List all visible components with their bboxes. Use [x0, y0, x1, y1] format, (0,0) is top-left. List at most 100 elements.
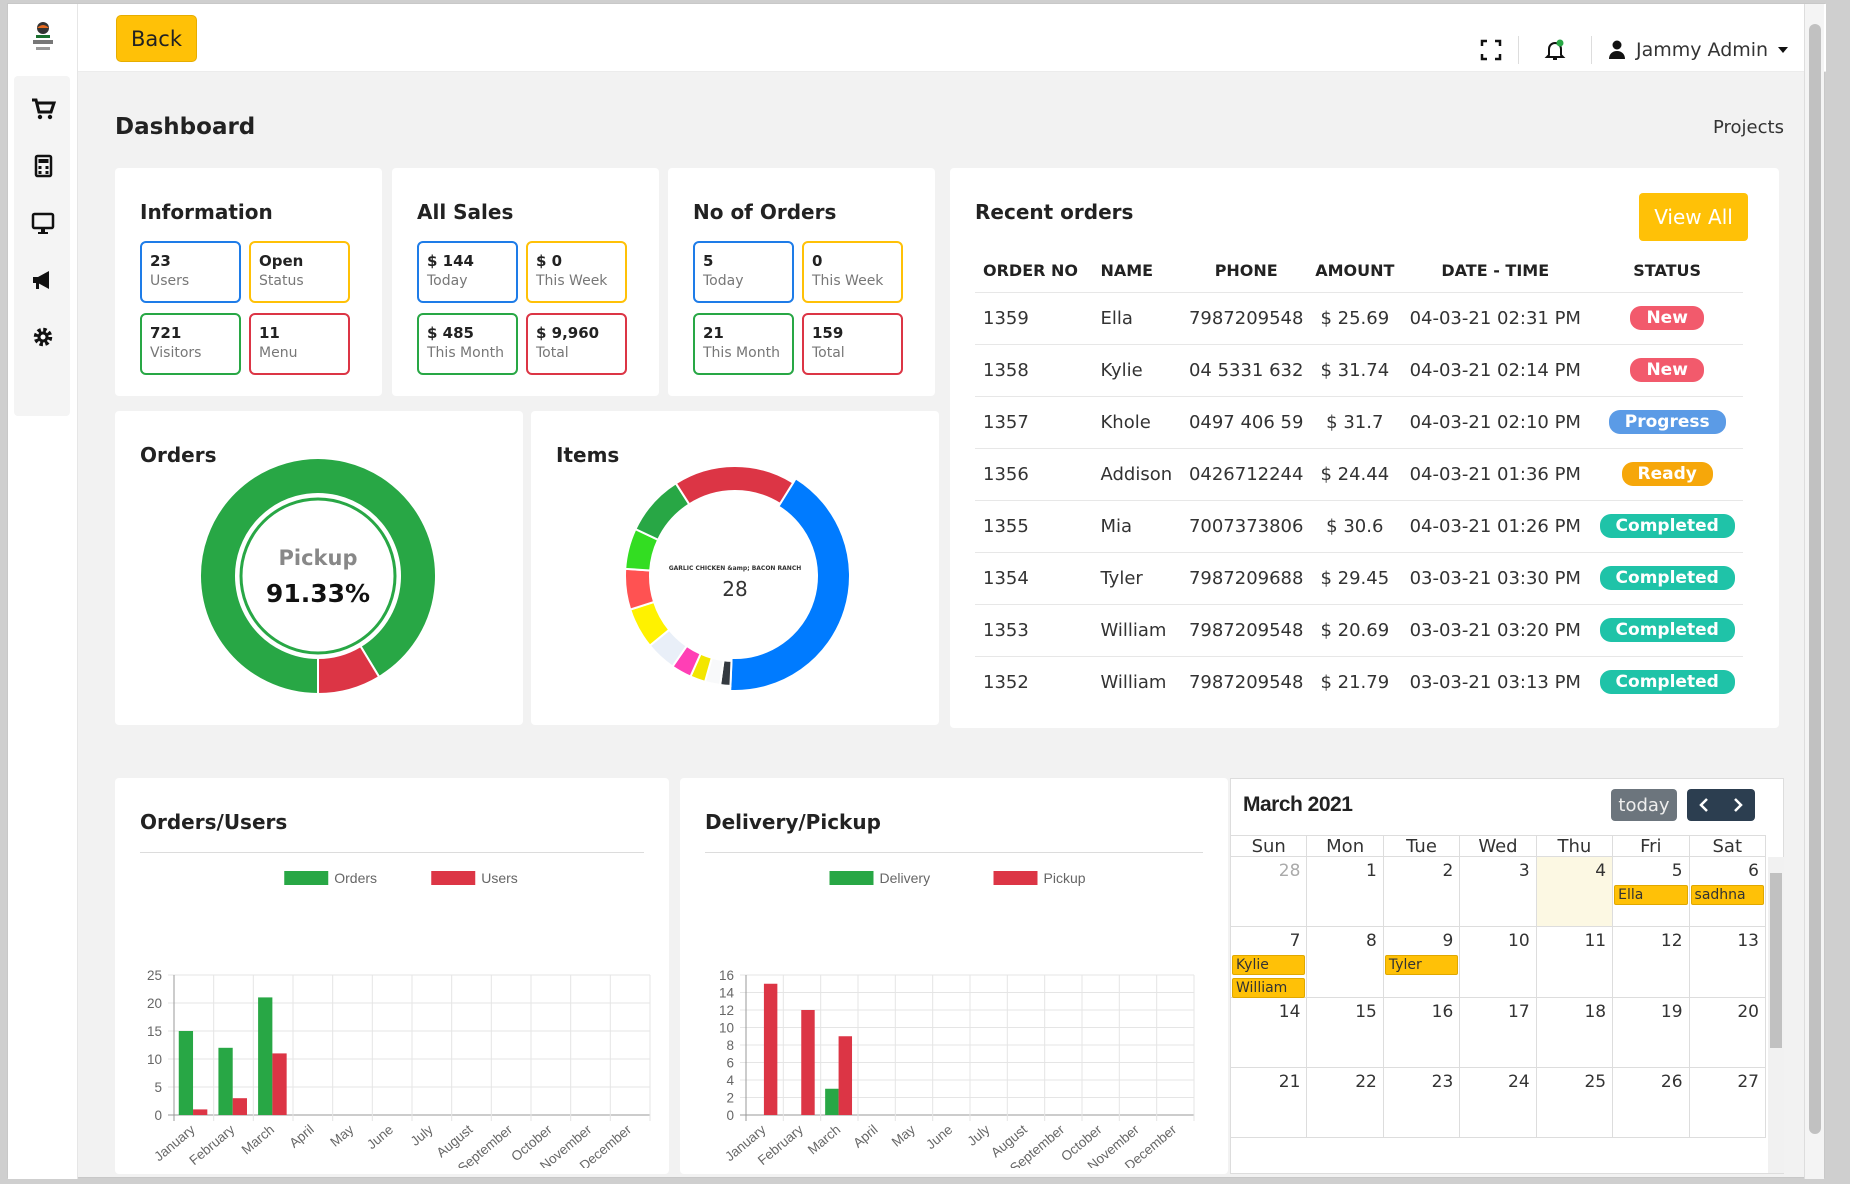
- bar-pickup[interactable]: [838, 1036, 853, 1115]
- page-scrollbar[interactable]: [1804, 4, 1824, 1179]
- table-row[interactable]: 1354 Tyler 7987209688 $ 29.45 03-03-21 03:30…: [975, 551, 1743, 604]
- cell-datetime: 03-03-21 03:30 PM: [1399, 551, 1592, 604]
- chevron-left-icon: [1699, 798, 1708, 812]
- calculator-icon[interactable]: [28, 151, 58, 181]
- table-row[interactable]: 1356 Addison 0426712244 $ 24.44 04-03-21 01:…: [975, 447, 1743, 500]
- calendar-day[interactable]: 18: [1537, 998, 1614, 1067]
- calendar-day[interactable]: 13: [1690, 927, 1766, 997]
- table-row[interactable]: 1355 Mia 7007373806 $ 30.6 04-03-21 01:26 PM…: [975, 499, 1743, 552]
- legend-swatch[interactable]: [829, 871, 874, 885]
- weekday-label: Tue: [1384, 836, 1461, 857]
- table-row[interactable]: 1353 William 7987209548 $ 20.69 03-03-21 03:…: [975, 603, 1743, 656]
- table-row[interactable]: 1359 Ella 7987209548 $ 25.69 04-03-21 02:31 …: [975, 291, 1743, 344]
- donut-slice-pickup[interactable]: [199, 457, 437, 696]
- table-row[interactable]: 1352 William 7987209548 $ 21.79 03-03-21 03:…: [975, 655, 1743, 708]
- calendar-event[interactable]: William: [1232, 978, 1306, 998]
- fullscreen-icon[interactable]: [1479, 38, 1503, 62]
- calendar-day[interactable]: 20: [1690, 998, 1766, 1067]
- status-stat: Open Status: [249, 241, 350, 303]
- calendar-day[interactable]: 7 Kylie William: [1231, 927, 1308, 998]
- legend-swatch[interactable]: [284, 871, 329, 885]
- legend-swatch[interactable]: [431, 871, 476, 885]
- megaphone-icon[interactable]: [28, 265, 58, 295]
- day-number: 22: [1355, 1072, 1377, 1092]
- calendar-day[interactable]: 17: [1460, 998, 1537, 1067]
- legend-swatch[interactable]: [993, 871, 1038, 885]
- bar-users[interactable]: [193, 1109, 208, 1115]
- view-all-button[interactable]: View All: [1639, 193, 1748, 241]
- calendar-day[interactable]: 2: [1384, 857, 1461, 926]
- donut-slice-item[interactable]: [729, 477, 850, 691]
- bar-users[interactable]: [272, 1053, 287, 1115]
- orders-donut-card: Orders Pickup 91.33%: [115, 411, 523, 725]
- calendar-day[interactable]: 6 sadhna: [1690, 857, 1766, 926]
- calendar-day[interactable]: 12: [1613, 927, 1690, 997]
- day-number: 8: [1366, 931, 1377, 951]
- table-row[interactable]: 1357 Khole 0497 406 59 $ 31.7 04-03-21 02:10…: [975, 395, 1743, 448]
- sidebar-menu: [14, 76, 70, 416]
- bar-orders[interactable]: [218, 1047, 233, 1115]
- cell-amount: $ 21.79: [1310, 655, 1400, 708]
- gear-icon[interactable]: [28, 322, 58, 352]
- calendar-day[interactable]: 15: [1307, 998, 1384, 1067]
- back-button[interactable]: Back: [116, 15, 197, 62]
- calendar-day[interactable]: 27: [1690, 1068, 1766, 1137]
- legend-label[interactable]: Orders: [334, 870, 377, 886]
- bar-users[interactable]: [232, 1098, 247, 1115]
- bar-orders[interactable]: [258, 997, 273, 1115]
- calendar-day[interactable]: 1: [1307, 857, 1384, 926]
- calendar-day[interactable]: 16: [1384, 998, 1461, 1067]
- bar-delivery[interactable]: [825, 1088, 839, 1115]
- calendar: March 2021 today Sun Mon Tue Wed Thu Fri Sat 2…: [1230, 778, 1784, 1174]
- cell-name: Kylie: [1090, 343, 1183, 396]
- brand-logo[interactable]: [28, 20, 58, 56]
- donut-slice-delivery[interactable]: [317, 644, 381, 696]
- calendar-day[interactable]: 23: [1384, 1068, 1461, 1137]
- calendar-day[interactable]: 3: [1460, 857, 1537, 926]
- calendar-day[interactable]: 5 Ella: [1613, 857, 1690, 926]
- calendar-day[interactable]: 25: [1537, 1068, 1614, 1137]
- calendar-day[interactable]: 14: [1231, 998, 1308, 1067]
- calendar-day[interactable]: 9 Tyler: [1384, 927, 1461, 997]
- user-menu[interactable]: Jammy Admin: [1608, 38, 1789, 62]
- status-badge: New: [1630, 358, 1704, 382]
- y-tick-label: 0: [726, 1108, 734, 1123]
- next-month-button[interactable]: [1721, 789, 1755, 821]
- calendar-scrollbar[interactable]: [1768, 857, 1784, 1173]
- calendar-day[interactable]: 4: [1536, 857, 1614, 926]
- calendar-day[interactable]: 24: [1460, 1068, 1537, 1137]
- cell-amount: $ 31.74: [1310, 343, 1400, 396]
- cart-icon[interactable]: [28, 94, 58, 124]
- breadcrumb[interactable]: Projects: [1713, 117, 1784, 138]
- calendar-event[interactable]: Kylie: [1232, 955, 1306, 975]
- calendar-day[interactable]: 8: [1307, 927, 1384, 997]
- bell-icon[interactable]: [1543, 38, 1567, 62]
- legend-label[interactable]: Pickup: [1044, 870, 1086, 886]
- calendar-event[interactable]: Tyler: [1384, 955, 1459, 975]
- column-header: ORDER NO: [983, 261, 1079, 281]
- bar-pickup[interactable]: [763, 983, 778, 1115]
- table-row[interactable]: 1358 Kylie 04 5331 632 $ 31.74 04-03-21 02:1…: [975, 343, 1743, 396]
- bar-pickup[interactable]: [801, 1010, 815, 1115]
- day-number: 18: [1584, 1002, 1607, 1022]
- status-badge: Completed: [1599, 670, 1735, 695]
- legend-label[interactable]: Users: [481, 870, 518, 886]
- day-number: 9: [1442, 931, 1454, 951]
- calendar-event[interactable]: sadhna: [1690, 885, 1764, 905]
- calendar-day[interactable]: 10: [1460, 927, 1537, 997]
- bar-orders[interactable]: [178, 1031, 194, 1115]
- cell-phone: 7987209548: [1182, 291, 1311, 344]
- calendar-day[interactable]: 19: [1613, 998, 1690, 1067]
- monitor-icon[interactable]: [28, 208, 58, 238]
- calendar-day[interactable]: 21: [1231, 1068, 1308, 1137]
- legend-label[interactable]: Delivery: [880, 870, 931, 886]
- calendar-day[interactable]: 22: [1307, 1068, 1384, 1137]
- calendar-day[interactable]: 28: [1231, 857, 1308, 926]
- y-tick-label: 4: [726, 1073, 734, 1088]
- calendar-day[interactable]: 26: [1613, 1068, 1690, 1137]
- donut-slice-item[interactable]: [674, 465, 795, 506]
- calendar-day[interactable]: 11: [1537, 927, 1614, 997]
- prev-month-button[interactable]: [1687, 789, 1721, 821]
- calendar-event[interactable]: Ella: [1614, 885, 1688, 905]
- today-button[interactable]: today: [1611, 789, 1677, 821]
